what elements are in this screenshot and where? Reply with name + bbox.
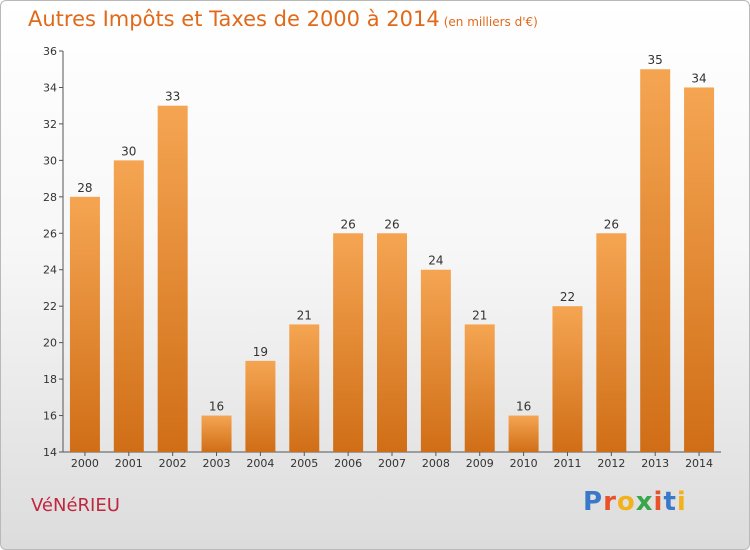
x-tick-label: 2011	[553, 457, 581, 470]
bar-value-label: 35	[648, 53, 663, 67]
bar-chart: 14 16 18 20 22 24 26 28 30 32 34 36 2000 2001 2002 2003…	[43, 45, 721, 470]
logo-letter: x	[635, 487, 654, 517]
x-tick-label: 2012	[597, 457, 625, 470]
bars: 28 30 33 16 19 21 26 26 24 21 16 22 26 35 34	[69, 53, 715, 453]
bar-value-label: 16	[516, 400, 531, 414]
x-tick-label: 2003	[203, 457, 231, 470]
x-tick-label: 2001	[115, 457, 143, 470]
bar-2009	[464, 324, 495, 452]
logo-letter: i	[676, 487, 687, 517]
bar-2000	[69, 196, 100, 452]
x-tick-label: 2007	[378, 457, 406, 470]
bar-2005	[289, 324, 320, 452]
axes: 14 16 18 20 22 24 26 28 30 32 34 36 2000 2001 2002 2003…	[43, 45, 721, 470]
y-tick-label: 16	[43, 410, 57, 423]
bar-value-label: 16	[209, 400, 224, 414]
logo-letter: i	[653, 487, 664, 517]
x-tick-label: 2005	[290, 457, 318, 470]
place-name: VéNéRIEU	[31, 495, 120, 516]
bar-2003	[201, 415, 232, 452]
bar-2007	[377, 233, 407, 452]
y-tick-label: 32	[43, 118, 57, 131]
logo-letter: t	[663, 487, 677, 517]
bar-value-label: 19	[253, 345, 268, 359]
bar-2002	[157, 105, 188, 452]
bar-value-label: 21	[297, 308, 312, 322]
x-tick-label: 2009	[466, 457, 494, 470]
bar-2004	[245, 360, 276, 452]
bar-value-label: 26	[340, 217, 355, 231]
bar-value-label: 22	[560, 290, 575, 304]
bar-value-label: 33	[165, 90, 180, 104]
x-tick-label: 2014	[685, 457, 713, 470]
title-text: Autres Impôts et Taxes de 2000 à 2014	[28, 7, 440, 31]
y-tick-label: 22	[43, 300, 57, 313]
x-tick-label: 2004	[246, 457, 274, 470]
bar-2008	[420, 269, 451, 452]
chart-title: Autres Impôts et Taxes de 2000 à 2014 (en…	[28, 7, 538, 31]
logo-letter: o	[616, 487, 636, 517]
y-tick-label: 36	[43, 45, 57, 58]
bar-2001	[113, 160, 144, 452]
bar-value-label: 21	[472, 308, 487, 322]
bar-value-label: 30	[121, 144, 136, 158]
y-tick-label: 28	[43, 191, 57, 204]
y-tick-label: 26	[43, 227, 57, 240]
x-tick-label: 2000	[71, 457, 99, 470]
y-tick-label: 34	[43, 81, 57, 94]
bar-2010	[508, 415, 539, 452]
logo-letter: P	[583, 487, 604, 517]
bar-value-label: 24	[428, 254, 443, 268]
bar-2011	[552, 306, 583, 452]
logo-letter: r	[603, 487, 617, 517]
y-tick-label: 14	[43, 446, 57, 459]
bar-value-label: 34	[691, 71, 706, 85]
y-tick-label: 24	[43, 264, 57, 277]
bar-2014	[684, 87, 715, 453]
bar-value-label: 26	[604, 217, 619, 231]
chart-subtitle: (en milliers d'€)	[443, 15, 538, 29]
x-tick-label: 2008	[422, 457, 450, 470]
x-tick-label: 2010	[510, 457, 538, 470]
proxiti-logo[interactable]: Proxiti	[583, 487, 687, 517]
x-tick-label: 2006	[334, 457, 362, 470]
x-tick-label: 2002	[159, 457, 187, 470]
y-tick-label: 18	[43, 373, 57, 386]
x-tick-label: 2013	[641, 457, 669, 470]
bar-2006	[333, 233, 364, 452]
y-tick-label: 30	[43, 154, 57, 167]
bar-value-label: 28	[77, 181, 92, 195]
bar-value-label: 26	[384, 217, 399, 231]
bar-2013	[640, 69, 671, 453]
y-tick-label: 20	[43, 337, 57, 350]
bar-2012	[596, 233, 627, 452]
